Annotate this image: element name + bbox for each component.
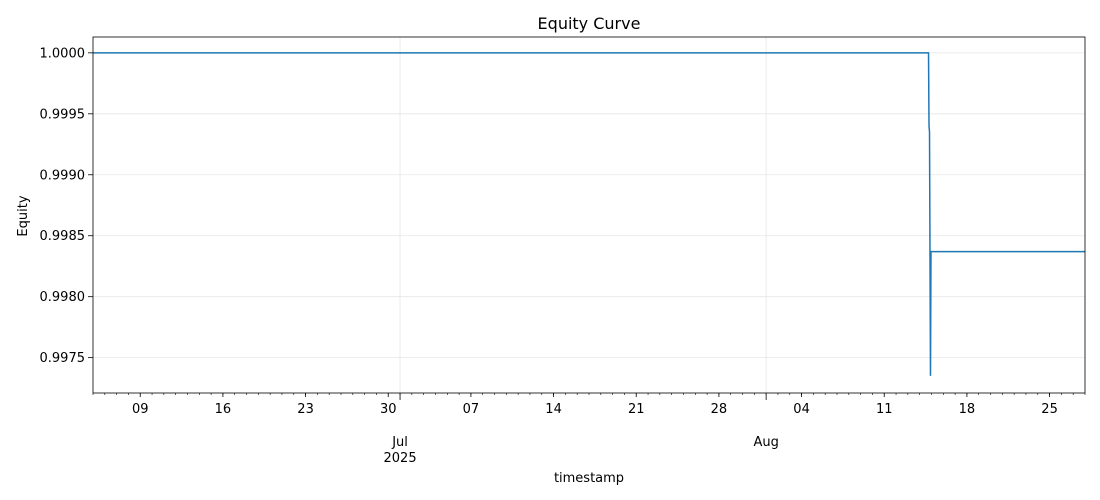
ticks-layer: 0.99750.99800.99850.99900.99951.0000Jul2… <box>40 46 1086 466</box>
series-layer <box>93 52 1085 376</box>
x-tick-label: 30 <box>380 402 397 417</box>
x-month-label: Jul <box>391 435 408 450</box>
x-tick-label: 28 <box>711 402 728 417</box>
grid-layer <box>93 37 1085 393</box>
x-tick-label: 25 <box>1041 402 1058 417</box>
y-axis-label: Equity <box>16 195 31 236</box>
x-tick-label: 16 <box>215 402 232 417</box>
y-tick-label: 0.9975 <box>40 351 86 366</box>
chart-title: Equity Curve <box>538 14 641 33</box>
x-tick-label: 07 <box>463 402 480 417</box>
y-tick-label: 1.0000 <box>40 46 86 61</box>
y-tick-label: 0.9985 <box>40 229 86 244</box>
x-tick-label: 14 <box>545 402 562 417</box>
y-tick-label: 0.9980 <box>40 290 86 305</box>
x-axis-label: timestamp <box>554 471 624 486</box>
axes-layer <box>92 36 1086 394</box>
x-tick-label: 09 <box>132 402 149 417</box>
x-tick-label: 04 <box>793 402 810 417</box>
x-tick-label: 11 <box>876 402 893 417</box>
x-tick-label: 23 <box>297 402 314 417</box>
equity-line <box>93 52 1085 376</box>
x-year-label: 2025 <box>384 451 417 466</box>
x-tick-label: 18 <box>959 402 976 417</box>
plot-frame <box>92 36 1086 394</box>
y-tick-label: 0.9990 <box>40 168 86 183</box>
x-month-label: Aug <box>753 435 778 450</box>
y-tick-label: 0.9995 <box>40 107 86 122</box>
x-tick-label: 21 <box>628 402 645 417</box>
